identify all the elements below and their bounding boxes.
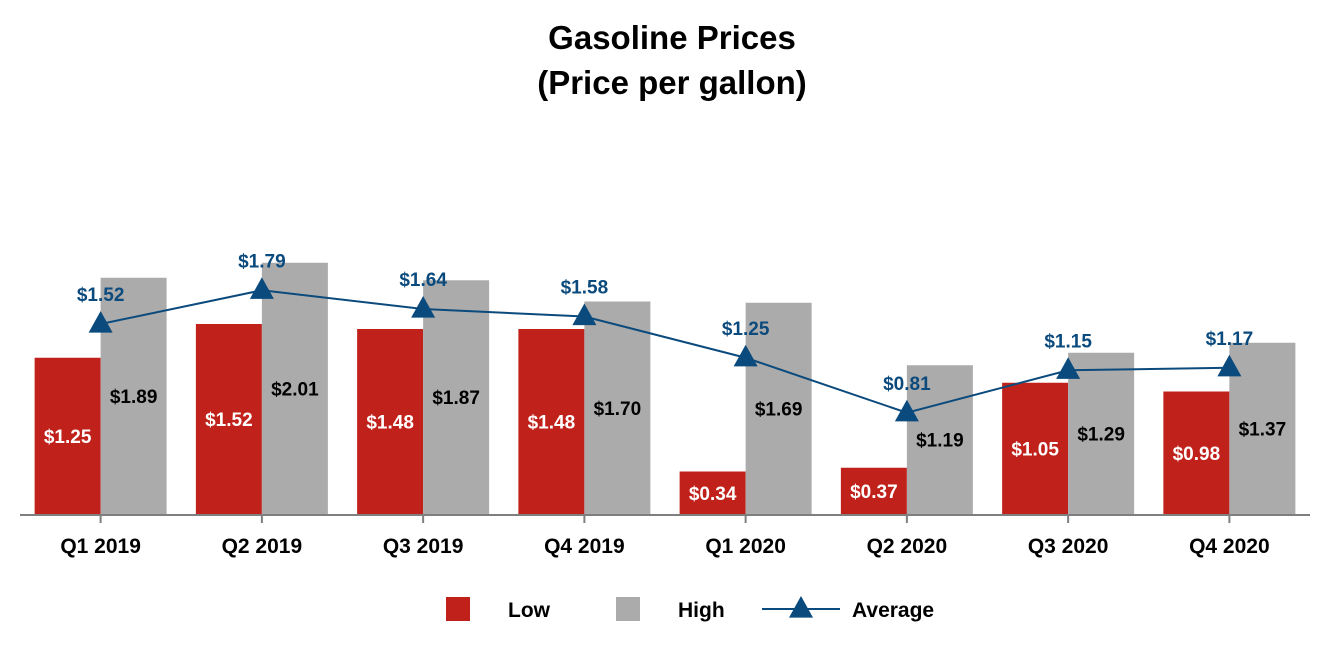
high-bar [261,262,328,514]
average-value-label: $0.81 [883,374,931,395]
average-marker [411,296,436,318]
high-bar [584,301,651,514]
x-tick-label: Q1 2020 [705,535,786,558]
x-tick-label: Q2 2020 [867,535,948,558]
low-bar [840,467,907,514]
plot-area: Q1 2019 Q2 2019 Q3 2019 Q4 2019 Q1 2020 Q2 20… [20,251,1310,558]
high-value-label: $2.01 [271,379,319,400]
high-bar [906,365,973,514]
chart-title-line-1: Gasoline Prices [548,19,796,56]
low-bar [1163,391,1230,514]
legend-swatch-high [616,597,640,621]
low-bar [357,329,424,514]
x-tick-label: Q3 2020 [1028,535,1109,558]
chart-title-line-2: (Price per gallon) [537,64,807,101]
high-value-label: $1.37 [1239,419,1287,440]
x-tick-label: Q4 2019 [544,535,625,558]
low-bar [1002,382,1069,514]
high-value-label: $1.69 [755,399,803,420]
low-value-label: $1.48 [366,413,414,434]
x-tick-label: Q3 2019 [383,535,464,558]
average-marker [572,303,597,326]
high-bar [745,302,812,514]
low-value-label: $1.05 [1011,439,1059,460]
high-value-label: $1.29 [1077,424,1125,445]
average-value-label: $1.79 [238,251,286,272]
legend-label-low: Low [508,599,551,622]
average-marker [88,311,113,333]
low-value-label: $1.52 [205,410,253,431]
high-value-label: $1.70 [594,399,642,420]
x-tick-label: Q2 2019 [222,535,303,558]
low-value-label: $1.48 [528,413,576,434]
low-value-label: $1.25 [44,427,92,448]
legend-marker-average [789,596,813,618]
average-value-label: $1.17 [1206,329,1254,350]
average-value-label: $1.52 [77,285,125,306]
x-tick-label: Q4 2020 [1189,535,1270,558]
average-marker [249,277,274,299]
average-value-label: $1.25 [722,319,770,340]
high-bar [423,280,490,514]
high-value-label: $1.87 [432,388,480,409]
chart-title: Gasoline Prices (Price per gallon) [537,19,807,101]
legend-label-average: Average [852,599,934,622]
legend-label-high: High [678,599,725,622]
low-value-label: $0.34 [689,484,737,505]
legend: Low High Average [446,596,934,622]
average-value-label: $1.58 [561,278,609,299]
average-marker [1056,357,1081,379]
low-bar [679,471,746,514]
average-value-label: $1.64 [399,270,447,291]
x-tick-label: Q1 2019 [60,535,141,558]
high-value-label: $1.19 [916,431,964,452]
average-marker [1217,354,1242,377]
low-bar [34,357,101,514]
average-marker [894,399,919,422]
low-bar [195,324,262,514]
high-bar [1068,352,1135,514]
low-value-label: $0.37 [850,482,898,503]
average-marker [733,344,758,367]
legend-swatch-low [446,597,470,621]
average-value-label: $1.15 [1044,331,1092,352]
low-value-label: $0.98 [1173,444,1221,465]
average-line [100,289,1230,414]
high-bar [1229,342,1296,514]
low-bar [518,329,585,514]
high-value-label: $1.89 [110,387,158,408]
